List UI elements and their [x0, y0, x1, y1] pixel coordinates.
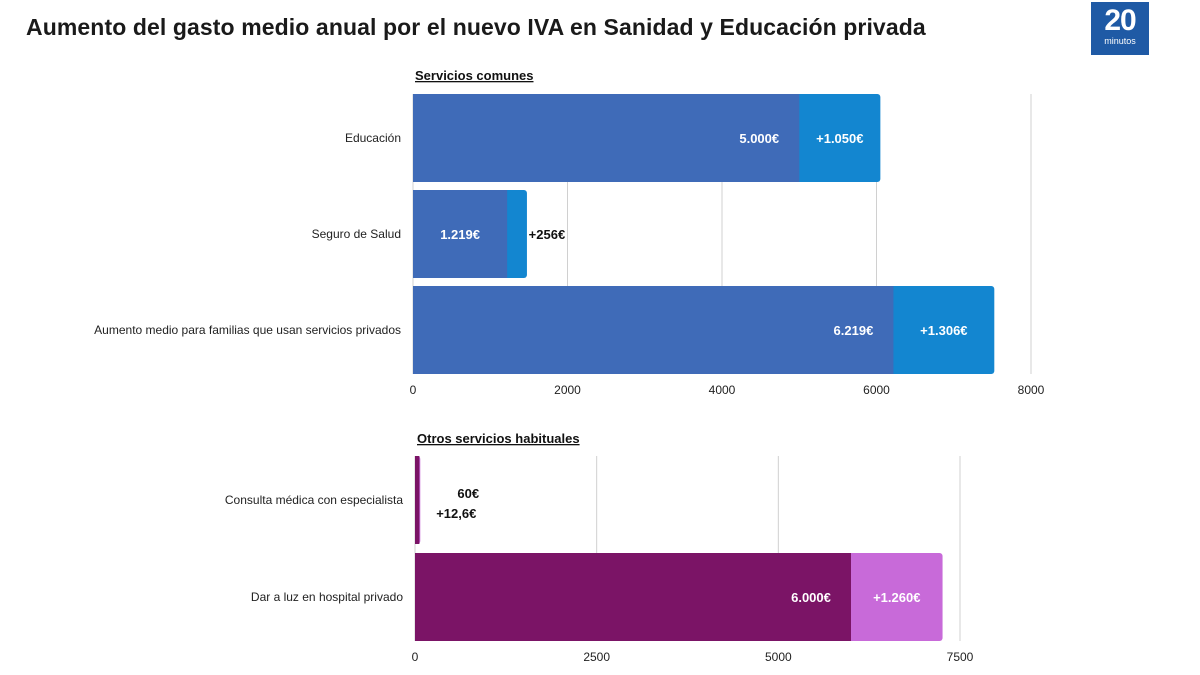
x-tick-label-0-3: 6000 — [863, 383, 890, 397]
x-tick-label-1-0: 0 — [412, 650, 419, 664]
category-label-1-0: Consulta médica con especialista — [225, 493, 403, 507]
x-tick-label-0-0: 0 — [410, 383, 417, 397]
page-title: Aumento del gasto medio anual por el nue… — [26, 14, 926, 40]
chart-subtitle-1: Otros servicios habituales — [417, 431, 580, 446]
data-label-increase-0-2: +1.306€ — [920, 323, 967, 338]
chart-subtitle-0: Servicios comunes — [415, 68, 534, 83]
category-label-0-1: Seguro de Salud — [312, 227, 401, 241]
x-tick-label-0-1: 2000 — [554, 383, 581, 397]
data-label-increase-0-0: +1.050€ — [816, 131, 863, 146]
logo-text: minutos — [1104, 36, 1136, 46]
category-label-0-2: Aumento medio para familias que usan ser… — [94, 323, 401, 337]
brand-logo: 20 minutos — [1091, 2, 1149, 55]
bar-base-0-1 — [413, 190, 508, 278]
x-tick-label-0-2: 4000 — [709, 383, 736, 397]
data-label-increase-0-1: +256€ — [529, 227, 566, 242]
x-tick-label-1-1: 2500 — [583, 650, 610, 664]
x-tick-label-0-4: 8000 — [1018, 383, 1045, 397]
data-label-base-1-0: 60€ — [457, 486, 479, 501]
bar-base-1-1 — [415, 553, 851, 641]
category-label-1-1: Dar a luz en hospital privado — [251, 590, 403, 604]
x-tick-label-1-3: 7500 — [947, 650, 974, 664]
category-label-0-0: Educación — [345, 131, 401, 145]
bar-base-0-0 — [413, 94, 800, 182]
data-label-increase-1-1: +1.260€ — [873, 590, 920, 605]
logo-number: 20 — [1104, 4, 1136, 37]
data-label-base-0-0: 5.000€ — [739, 131, 779, 146]
bar-base-0-2 — [413, 286, 894, 374]
x-tick-label-1-2: 5000 — [765, 650, 792, 664]
data-label-increase-1-0: +12,6€ — [436, 506, 476, 521]
data-label-base-0-2: 6.219€ — [834, 323, 874, 338]
bar-base-1-0 — [415, 456, 420, 544]
data-label-base-1-1: 6.000€ — [791, 590, 831, 605]
data-label-base-0-1: 1.219€ — [440, 227, 480, 242]
